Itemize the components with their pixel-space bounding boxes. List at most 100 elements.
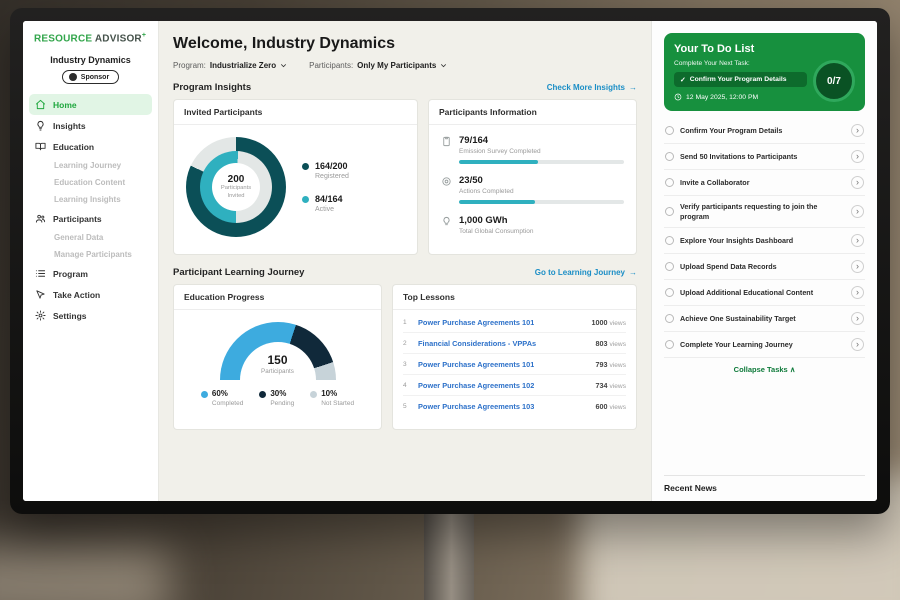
sidebar-nav: Home Insights Education Learning Journey: [23, 94, 158, 326]
dashboard-screen: RESOURCE ADVISOR+ Industry Dynamics Spon…: [23, 21, 877, 501]
desk-highlight-left: [0, 545, 170, 600]
book-icon: [35, 143, 46, 151]
page-title: Welcome, Industry Dynamics: [173, 35, 395, 52]
task-checkbox[interactable]: [665, 178, 674, 187]
filter-bar: Program: Industrialize Zero Participants…: [173, 61, 637, 70]
lesson-row: 1 Power Purchase Agreements 101 1000 vie…: [403, 312, 626, 333]
sidebar-item-general-data[interactable]: General Data: [54, 233, 104, 243]
todo-summary-card: Your To Do List Complete Your Next Task:…: [664, 33, 865, 111]
check-icon: ✓: [680, 76, 686, 84]
sidebar-item-settings[interactable]: Settings: [29, 305, 152, 326]
emission-progress-bar: [459, 160, 624, 164]
recent-news-section: Recent News: [664, 475, 865, 493]
task-checkbox[interactable]: [665, 152, 674, 161]
task-row-upload-spend-data[interactable]: Upload Spend Data Records ›: [664, 254, 865, 281]
lesson-link[interactable]: Power Purchase Agreements 101: [418, 359, 535, 369]
lesson-link[interactable]: Power Purchase Agreements 101: [418, 317, 535, 327]
task-checkbox[interactable]: [665, 236, 674, 246]
task-checkbox[interactable]: [665, 340, 674, 350]
invited-participants-donut-chart: 200 Participants Invited: [186, 137, 286, 237]
top-lessons-card: Top Lessons 1 Power Purchase Agreements …: [392, 284, 637, 430]
app-logo: RESOURCE ADVISOR+: [34, 32, 147, 45]
learning-journey-title: Participant Learning Journey: [173, 267, 305, 278]
education-progress-card: Education Progress 150 Participants: [173, 284, 382, 430]
sidebar-item-manage-participants[interactable]: Manage Participants: [54, 250, 132, 260]
lesson-row: 2 Financial Considerations - VPPAs 803 v…: [403, 333, 626, 354]
program-insights-title: Program Insights: [173, 82, 252, 93]
sidebar-item-participants[interactable]: Participants: [29, 208, 152, 229]
lesson-link[interactable]: Power Purchase Agreements 102: [418, 380, 535, 390]
task-row-achieve-target[interactable]: Achieve One Sustainability Target ›: [664, 306, 865, 333]
arrow-right-icon: →: [629, 268, 637, 277]
metric-emission-survey: 79/164 Emission Survey Completed: [441, 135, 624, 164]
chevron-right-icon[interactable]: ›: [851, 312, 864, 326]
clock-icon: [674, 93, 682, 101]
gauge-legend: 60% Completed 30% Pending 10% Not Starte…: [184, 389, 371, 407]
lesson-row: 4 Power Purchase Agreements 102 734 view…: [403, 375, 626, 396]
metric-progress-fill: [459, 200, 535, 204]
chevron-right-icon[interactable]: ›: [851, 286, 864, 300]
monitor-bezel: RESOURCE ADVISOR+ Industry Dynamics Spon…: [10, 8, 890, 514]
metric-actions-completed: 23/50 Actions Completed: [441, 175, 624, 204]
legend-active: 84/164 Active: [302, 194, 349, 213]
role-badge[interactable]: Sponsor: [61, 70, 120, 85]
recent-news-title: Recent News: [664, 483, 717, 493]
monitor-stand: [424, 512, 474, 600]
legend-dot: [302, 163, 309, 170]
gear-icon: [35, 310, 46, 321]
chevron-right-icon[interactable]: ›: [851, 338, 864, 352]
task-list: Confirm Your Program Details › Send 50 I…: [664, 118, 865, 359]
task-row-confirm-program[interactable]: Confirm Your Program Details ›: [664, 118, 865, 144]
cursor-click-icon: [36, 290, 45, 299]
target-icon: [442, 177, 451, 186]
legend-dot: [310, 391, 318, 398]
sidebar-item-insights[interactable]: Insights: [29, 115, 152, 136]
task-row-complete-learning-journey[interactable]: Complete Your Learning Journey ›: [664, 332, 865, 359]
next-task-pill[interactable]: ✓ Confirm Your Program Details: [674, 72, 807, 87]
task-row-upload-educational-content[interactable]: Upload Additional Educational Content ›: [664, 280, 865, 307]
actions-progress-bar: [459, 200, 624, 204]
sidebar-item-learning-journey[interactable]: Learning Journey: [54, 161, 122, 171]
chevron-right-icon[interactable]: ›: [851, 260, 864, 274]
task-row-invite-collaborator[interactable]: Invite a Collaborator ›: [664, 170, 865, 196]
energy-icon: [443, 216, 450, 226]
chevron-down-icon: [281, 64, 287, 68]
chevron-right-icon[interactable]: ›: [851, 124, 864, 137]
sidebar-item-program[interactable]: Program: [29, 263, 152, 284]
chevron-right-icon[interactable]: ›: [851, 150, 864, 163]
chevron-right-icon[interactable]: ›: [851, 176, 864, 189]
task-checkbox[interactable]: [665, 262, 674, 272]
task-checkbox[interactable]: [665, 288, 674, 298]
task-row-verify-participants[interactable]: Verify participants requesting to join t…: [664, 196, 865, 229]
task-checkbox[interactable]: [665, 207, 674, 217]
chevron-right-icon[interactable]: ›: [851, 234, 864, 248]
task-row-send-invitations[interactable]: Send 50 Invitations to Participants ›: [664, 144, 865, 170]
check-more-insights-link[interactable]: Check More Insights →: [546, 83, 637, 92]
lesson-row: 5 Power Purchase Agreements 103 600 view…: [403, 401, 626, 411]
lesson-link[interactable]: Power Purchase Agreements 103: [418, 401, 535, 411]
task-checkbox[interactable]: [665, 314, 674, 324]
sidebar-item-learning-insights[interactable]: Learning Insights: [54, 195, 121, 205]
home-icon: [35, 100, 46, 110]
task-row-explore-insights[interactable]: Explore Your Insights Dashboard ›: [664, 228, 865, 255]
donut-legend: 164/200 Registered 84/164 Active: [302, 161, 349, 213]
lesson-row: 3 Power Purchase Agreements 101 793 view…: [403, 354, 626, 375]
task-checkbox[interactable]: [665, 126, 674, 135]
lesson-link[interactable]: Financial Considerations - VPPAs: [418, 338, 537, 348]
go-to-learning-journey-link[interactable]: Go to Learning Journey →: [534, 268, 637, 277]
legend-dot: [200, 391, 208, 398]
program-dropdown[interactable]: Program: Industrialize Zero: [173, 61, 287, 70]
legend-dot: [259, 391, 267, 398]
todo-panel: Your To Do List Complete Your Next Task:…: [651, 21, 877, 501]
legend-pending: 30% Pending: [259, 389, 294, 407]
sidebar-item-home[interactable]: Home: [29, 94, 152, 116]
sidebar-item-take-action[interactable]: Take Action: [29, 284, 152, 305]
chevron-right-icon[interactable]: ›: [851, 205, 864, 219]
legend-dot: [302, 196, 309, 203]
lightbulb-icon: [37, 121, 44, 131]
sidebar-item-education[interactable]: Education: [29, 136, 152, 157]
collapse-tasks-button[interactable]: Collapse Tasks ∧: [733, 365, 796, 375]
participants-dropdown[interactable]: Participants: Only My Participants: [309, 61, 447, 70]
arrow-right-icon: →: [629, 83, 637, 92]
sidebar-item-education-content[interactable]: Education Content: [54, 178, 126, 188]
